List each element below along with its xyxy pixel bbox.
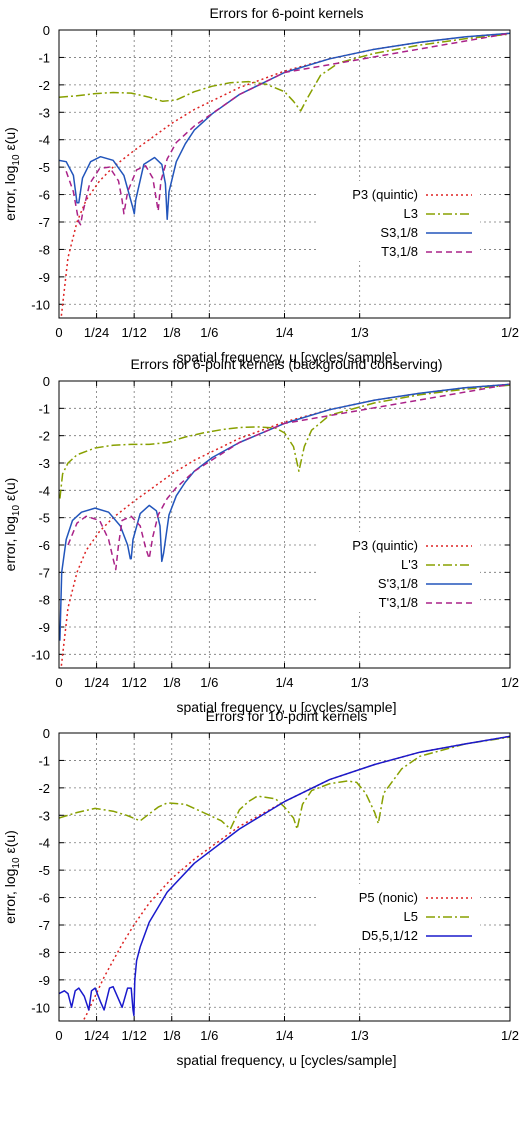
legend-label: L'3 [401, 557, 418, 572]
legend-label: P5 (nonic) [359, 890, 418, 905]
legend-label: S'3,1/8 [378, 576, 418, 591]
y-tick-label: -10 [31, 297, 50, 312]
y-tick-label: 0 [43, 726, 50, 741]
legend-label: L3 [404, 206, 418, 221]
y-tick-label: -6 [38, 891, 50, 906]
series-line-1 [82, 735, 510, 1021]
x-tick-label: 1/2 [501, 1028, 519, 1043]
chart-panel-1: Errors for 6-point kernels 0 1/24 1/12 1/8 1/… [2, 5, 519, 365]
legend-label: T3,1/8 [381, 244, 418, 259]
series-line-1 [60, 32, 510, 318]
y-tick-label: -9 [38, 620, 50, 635]
series-line-2 [59, 736, 510, 830]
x-tick-label: 1/2 [501, 675, 519, 690]
y-tick-label: -4 [38, 133, 50, 148]
x-tick-label: 1/3 [351, 1028, 369, 1043]
series-line-4 [67, 383, 510, 571]
chart-title: Errors for 6-point kernels [209, 5, 363, 21]
y-axis-label: error, log10 ε(u) [2, 830, 22, 924]
x-tick-label: 0 [55, 675, 62, 690]
x-tick-label: 1/4 [275, 1028, 293, 1043]
x-tick-label: 1/24 [84, 1028, 109, 1043]
legend-label: T'3,1/8 [379, 595, 418, 610]
series-line-2 [59, 33, 510, 112]
x-tick-label: 1/8 [163, 675, 181, 690]
x-tick-label: 1/2 [501, 325, 519, 340]
y-tick-label: -3 [38, 808, 50, 823]
plot-frame [58, 29, 511, 319]
y-tick-label: -10 [31, 1000, 50, 1015]
chart-panel-2: Errors for 6-point kernels (background c… [2, 356, 519, 715]
x-tick-label: 1/4 [275, 325, 293, 340]
x-tick-label: 1/12 [122, 325, 147, 340]
y-tick-label: -5 [38, 863, 50, 878]
series-line-1 [60, 383, 510, 668]
y-tick-label: -2 [38, 78, 50, 93]
y-tick-label: -8 [38, 593, 50, 608]
series-line-2 [59, 384, 510, 499]
y-tick-label: 0 [43, 374, 50, 389]
series-line-3 [59, 383, 510, 641]
y-tick-label: -6 [38, 188, 50, 203]
x-tick-label: 1/6 [200, 1028, 218, 1043]
y-tick-label: -4 [38, 836, 50, 851]
y-tick-label: -2 [38, 781, 50, 796]
x-tick-label: 1/24 [84, 325, 109, 340]
x-tick-label: 1/6 [200, 675, 218, 690]
x-tick-label: 1/8 [163, 1028, 181, 1043]
y-tick-label: 0 [43, 23, 50, 38]
y-axis-label: error, log10 ε(u) [2, 478, 22, 572]
y-tick-label: -5 [38, 511, 50, 526]
chart-panel-3: Errors for 10-point kernels 0 1/24 1/12 1/8 1… [2, 708, 519, 1068]
y-tick-label: -7 [38, 918, 50, 933]
x-tick-label: 1/8 [163, 325, 181, 340]
x-tick-label: 1/6 [200, 325, 218, 340]
y-tick-label: -6 [38, 538, 50, 553]
y-tick-label: -1 [38, 50, 50, 65]
x-tick-label: 1/4 [275, 675, 293, 690]
x-axis-label: spatial frequency, u [cycles/sample] [177, 1052, 397, 1068]
plot-frame [58, 732, 511, 1022]
x-tick-label: 1/12 [122, 675, 147, 690]
legend-label: P3 (quintic) [352, 187, 418, 202]
y-tick-label: -8 [38, 945, 50, 960]
plot-frame [58, 380, 511, 669]
chart-title: Errors for 6-point kernels (background c… [130, 356, 442, 372]
x-tick-label: 1/3 [351, 675, 369, 690]
x-tick-label: 1/24 [84, 675, 109, 690]
y-axis-label: error, log10 ε(u) [2, 127, 22, 221]
x-axis-label: spatial frequency, u [cycles/sample] [177, 349, 397, 365]
x-tick-label: 0 [55, 325, 62, 340]
x-tick-label: 1/12 [122, 1028, 147, 1043]
chart-title: Errors for 10-point kernels [206, 708, 368, 724]
y-tick-label: -7 [38, 215, 50, 230]
legend-label: L5 [404, 909, 418, 924]
y-tick-label: -3 [38, 105, 50, 120]
y-tick-label: -4 [38, 483, 50, 498]
y-tick-label: -2 [38, 429, 50, 444]
x-axis-label: spatial frequency, u [cycles/sample] [177, 699, 397, 715]
y-tick-label: -1 [38, 401, 50, 416]
legend-label: D5,5,1/12 [362, 928, 418, 943]
y-tick-label: -7 [38, 565, 50, 580]
y-tick-label: -9 [38, 973, 50, 988]
series-line-4 [65, 32, 510, 226]
y-tick-label: -3 [38, 456, 50, 471]
legend-label: S3,1/8 [380, 225, 418, 240]
y-tick-label: -1 [38, 753, 50, 768]
y-tick-label: -10 [31, 647, 50, 662]
x-tick-label: 1/3 [351, 325, 369, 340]
series-line-3 [59, 735, 510, 1017]
legend-label: P3 (quintic) [352, 538, 418, 553]
y-tick-label: -9 [38, 270, 50, 285]
y-tick-label: -5 [38, 160, 50, 175]
series-line-3 [59, 32, 510, 221]
x-tick-label: 0 [55, 1028, 62, 1043]
y-tick-label: -8 [38, 242, 50, 257]
legend-background [318, 884, 480, 945]
